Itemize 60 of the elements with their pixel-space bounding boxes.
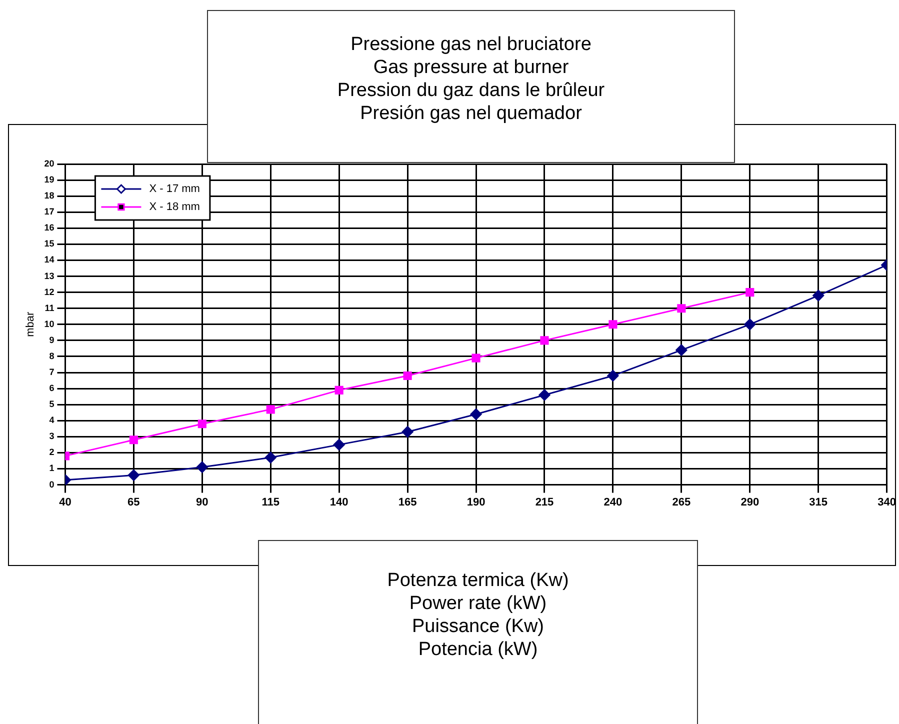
point: [403, 371, 412, 380]
y-axis-title: mbar: [24, 312, 37, 337]
y-tick-label: 10: [44, 318, 54, 329]
legend-label: X - 17 mm: [149, 183, 200, 196]
y-tick-label: 11: [44, 302, 54, 313]
point: [608, 320, 618, 329]
y-tick-label: 13: [44, 270, 54, 281]
y-tick-label: 15: [44, 238, 54, 249]
point: [196, 461, 208, 473]
legend-label: X - 18 mm: [149, 201, 200, 214]
x-tick-label: 290: [740, 496, 760, 508]
x-tick-label: 265: [672, 496, 691, 508]
point: [129, 436, 138, 444]
point: [128, 469, 140, 481]
point: [746, 288, 754, 297]
point: [744, 318, 756, 330]
point: [333, 438, 345, 450]
x-tick-label: 340: [878, 496, 896, 508]
point: [676, 344, 688, 356]
x-tick-label: 165: [398, 496, 417, 508]
point: [812, 290, 824, 302]
chart-title: Pressione gas nel bruciatore Gas pressure at burner Pression du gaz dans le brûleur Presión gas nel quemador: [207, 10, 735, 163]
point: [470, 408, 482, 420]
y-tick-label: 17: [44, 206, 54, 217]
point: [402, 426, 414, 438]
point: [198, 420, 206, 428]
y-tick-label: 6: [49, 383, 54, 394]
y-tick-label: 5: [49, 399, 54, 410]
x-tick-label: 215: [535, 496, 554, 508]
y-tick-label: 1: [49, 463, 54, 474]
y-tick-label: 4: [49, 415, 54, 426]
x-tick-label: 190: [466, 496, 486, 508]
y-tick-label: 19: [44, 174, 54, 185]
y-tick-label: 9: [49, 334, 54, 345]
x-tick-label: 40: [59, 496, 72, 508]
x-tick-label: 115: [262, 496, 280, 508]
y-tick-label: 12: [44, 286, 54, 297]
point: [266, 405, 275, 414]
x-tick-label: 65: [128, 496, 140, 508]
y-tick-label: 8: [49, 350, 54, 361]
point: [264, 452, 276, 464]
point: [540, 336, 549, 345]
y-tick-label: 3: [49, 431, 54, 442]
point: [472, 354, 480, 362]
y-tick-label: 7: [49, 367, 54, 378]
y-tick-label: 18: [44, 190, 54, 201]
y-tick-label: 14: [44, 254, 54, 265]
point: [334, 386, 344, 394]
y-tick-label: 20: [44, 158, 54, 168]
y-tick-label: 2: [49, 447, 54, 458]
y-tick-label: 0: [49, 479, 54, 490]
point: [607, 370, 619, 382]
point: [538, 389, 550, 401]
y-tick-label: 16: [44, 222, 54, 233]
x-axis-title: Potenza termica (Kw) Power rate (kW) Puissance (Kw) Potencia (kW): [258, 540, 698, 724]
x-tick-label: 240: [604, 496, 622, 508]
x-tick-label: 315: [809, 496, 828, 508]
x-tick-label: 140: [330, 496, 348, 508]
x-tick-label: 90: [196, 496, 208, 508]
point: [677, 304, 686, 313]
